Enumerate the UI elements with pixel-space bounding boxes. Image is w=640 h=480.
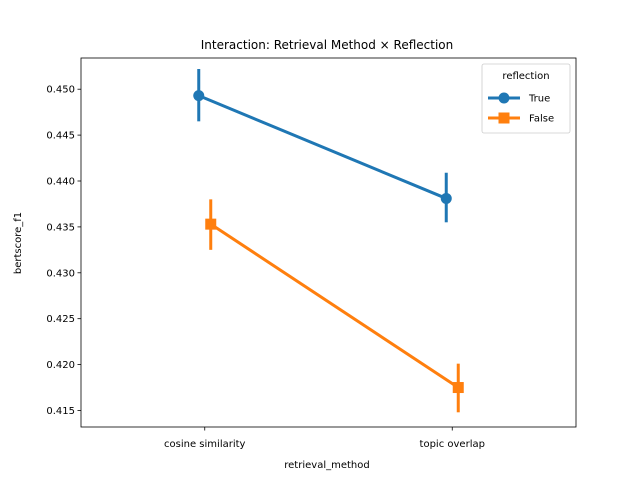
y-tick-label: 0.420: [46, 360, 75, 371]
data-point: [452, 382, 464, 394]
y-tick-label: 0.435: [46, 222, 75, 233]
legend-label: True: [528, 94, 550, 105]
y-tick-label: 0.415: [46, 406, 75, 417]
legend-marker: [498, 112, 510, 124]
y-axis-label: bertscore_f1: [13, 212, 24, 274]
x-tick-label: cosine similarity: [164, 439, 245, 450]
series-layer: [193, 69, 464, 413]
y-tick-label: 0.450: [46, 85, 75, 96]
data-point: [205, 218, 217, 230]
x-tick-label: topic overlap: [420, 439, 485, 450]
series-true: [193, 69, 452, 223]
plot-area: [80, 57, 577, 428]
legend-entry-false: False: [488, 112, 554, 125]
chart-title: Interaction: Retrieval Method × Reflecti…: [201, 38, 454, 52]
series-line: [209, 222, 460, 389]
legend-label: False: [529, 114, 554, 125]
data-point: [440, 192, 452, 204]
x-axis-label: retrieval_method: [284, 460, 369, 471]
y-tick-label: 0.440: [46, 177, 75, 188]
y-axis: 0.415 0.420 0.425 0.430 0.435 0.440 0.445 0.450: [46, 85, 81, 417]
y-tick-label: 0.425: [46, 314, 75, 325]
x-axis: cosine similarity topic overlap: [164, 427, 485, 450]
y-tick-label: 0.445: [46, 131, 75, 142]
data-point: [193, 90, 205, 102]
legend-entry-true: True: [488, 92, 550, 105]
series-line: [198, 94, 447, 200]
legend: reflection True False: [481, 63, 571, 134]
series-false: [205, 199, 464, 413]
legend-title: reflection: [502, 71, 549, 82]
y-tick-label: 0.430: [46, 268, 75, 279]
legend-marker: [498, 92, 510, 104]
